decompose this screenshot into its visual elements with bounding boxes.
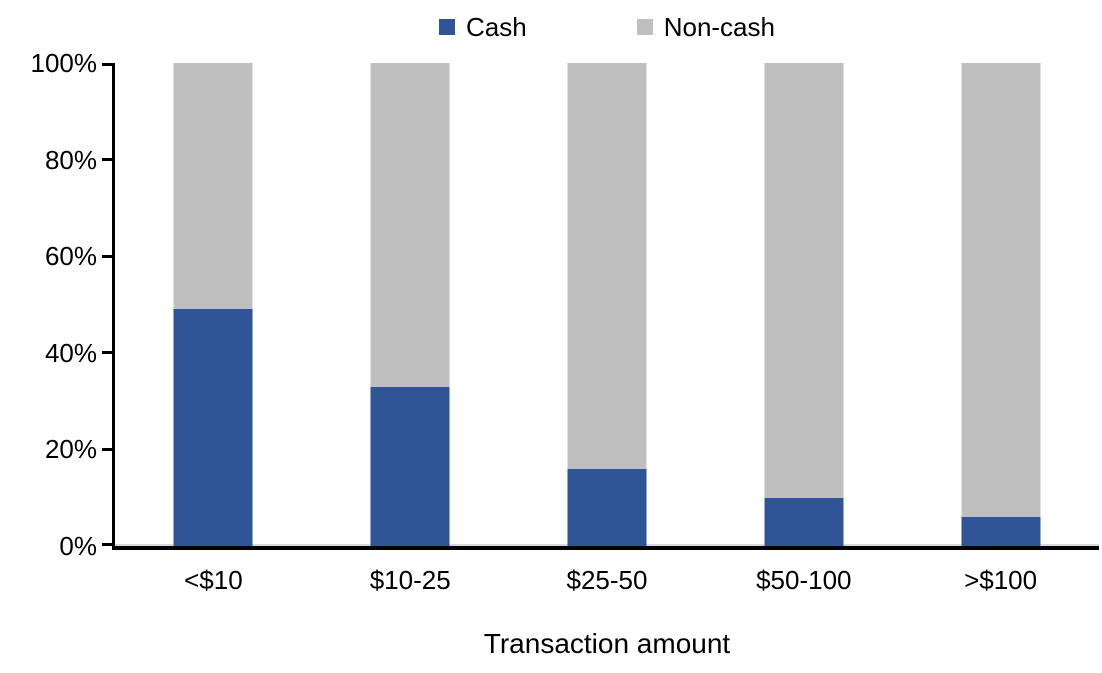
- bar-segment-cash: [567, 468, 647, 546]
- y-axis-tick: [102, 254, 115, 258]
- y-axis-tick: [102, 447, 115, 451]
- x-tick-label: $25-50: [566, 565, 648, 595]
- bar-slot: [705, 63, 902, 546]
- bar-slot: [312, 63, 509, 546]
- legend: Cash Non-cash: [115, 12, 1099, 42]
- stacked-bar: [961, 63, 1041, 546]
- bar-segment-noncash: [370, 63, 450, 387]
- bar-segment-noncash: [764, 63, 844, 498]
- bar-segment-cash: [764, 497, 844, 546]
- y-tick-label: 20%: [44, 434, 97, 465]
- y-axis-tick: [102, 543, 115, 546]
- x-axis-title: Transaction amount: [483, 628, 731, 659]
- bar-slot: [902, 63, 1099, 546]
- y-axis-tick: [102, 63, 115, 66]
- bar-slot: [115, 63, 312, 546]
- stacked-bar: [173, 63, 253, 546]
- legend-label-noncash: Non-cash: [663, 12, 775, 42]
- y-axis-tick: [102, 351, 115, 355]
- bar-segment-cash: [173, 309, 253, 546]
- y-tick-label: 100%: [30, 48, 98, 78]
- bar-slot: [509, 63, 706, 546]
- y-tick-label: 0%: [59, 531, 97, 561]
- legend-label-cash: Cash: [466, 12, 527, 42]
- y-tick-label: 40%: [44, 337, 97, 368]
- legend-item-cash: Cash: [439, 12, 527, 42]
- stacked-bar: [764, 63, 844, 546]
- x-tick-label: $50-100: [756, 565, 852, 595]
- plot-area: [102, 63, 1099, 550]
- legend-item-noncash: Non-cash: [636, 12, 775, 42]
- cash-swatch: [439, 19, 455, 35]
- y-axis-tick: [102, 158, 115, 162]
- x-tick-label: <$10: [184, 565, 243, 595]
- y-axis-labels: 0% 20% 40% 60% 80% 100%: [0, 50, 98, 559]
- bar-segment-noncash: [173, 63, 253, 310]
- x-axis-labels: <$10 $10-25 $25-50 $50-100 >$100: [115, 566, 1099, 594]
- noncash-swatch: [636, 19, 653, 35]
- y-tick-label: 80%: [44, 144, 97, 175]
- stacked-bar: [370, 63, 450, 546]
- bar-segment-noncash: [567, 63, 647, 469]
- x-tick-label: $10-25: [369, 565, 451, 595]
- y-tick-label: 60%: [44, 241, 97, 272]
- x-tick-label: >$100: [964, 565, 1038, 595]
- stacked-bar: [567, 63, 647, 546]
- bar-segment-cash: [961, 517, 1041, 546]
- bar-segment-cash: [370, 386, 450, 546]
- bar-segment-noncash: [961, 63, 1041, 518]
